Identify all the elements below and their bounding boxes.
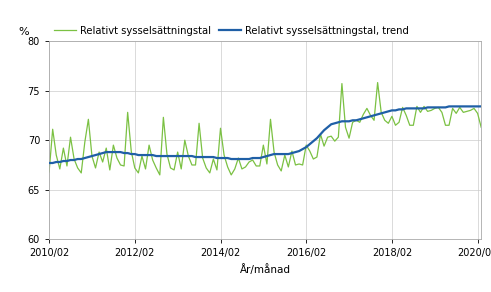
- X-axis label: År/månad: År/månad: [240, 264, 291, 275]
- Legend: Relativt sysselsättningstal, Relativt sysselsättningstal, trend: Relativt sysselsättningstal, Relativt sy…: [54, 26, 409, 36]
- Text: %: %: [19, 27, 29, 37]
